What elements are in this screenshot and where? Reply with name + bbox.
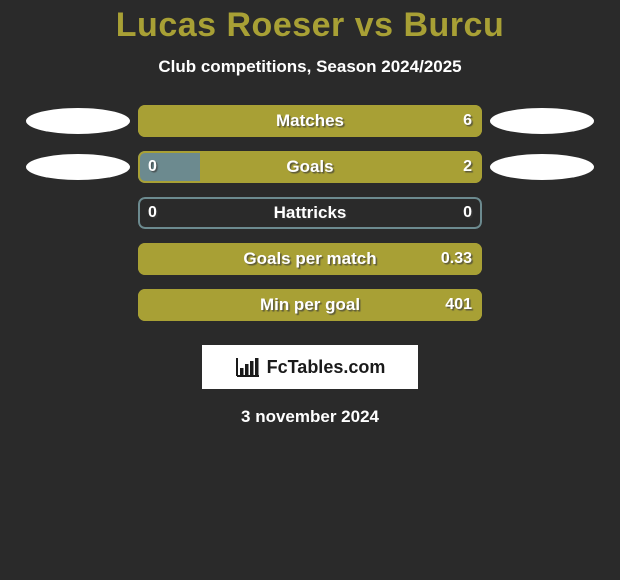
bar-right-fill: [200, 151, 482, 183]
stat-label: Hattricks: [274, 203, 347, 223]
stat-bar: Matches 6: [138, 105, 482, 137]
stat-row: Min per goal 401: [18, 289, 602, 321]
player-right-icon: [490, 108, 594, 134]
stat-right-value: 6: [463, 112, 472, 130]
logo-text: FcTables.com: [267, 357, 386, 378]
source-logo: FcTables.com: [202, 345, 418, 389]
player-left-icon: [26, 108, 130, 134]
stat-row: Matches 6: [18, 105, 602, 137]
stat-bar: Goals per match 0.33: [138, 243, 482, 275]
page-subtitle: Club competitions, Season 2024/2025: [158, 57, 461, 77]
stat-left-value: 0: [148, 204, 157, 222]
stat-row: Goals 0 2: [18, 151, 602, 183]
stat-bar: Goals 0 2: [138, 151, 482, 183]
left-ellipse-slot: [18, 108, 138, 134]
stat-right-value: 0.33: [441, 250, 472, 268]
right-ellipse-slot: [482, 108, 602, 134]
stat-bar: Min per goal 401: [138, 289, 482, 321]
bar-chart-icon: [235, 356, 261, 378]
stat-left-value: 0: [148, 158, 157, 176]
player-left-icon: [26, 154, 130, 180]
right-ellipse-slot: [482, 154, 602, 180]
stat-bar: Hattricks 0 0: [138, 197, 482, 229]
stat-row: Goals per match 0.33: [18, 243, 602, 275]
stat-label: Min per goal: [260, 295, 360, 315]
stat-label: Goals per match: [243, 249, 376, 269]
comparison-panel: Lucas Roeser vs Burcu Club competitions,…: [0, 0, 620, 427]
player-right-icon: [490, 154, 594, 180]
stat-row: Hattricks 0 0: [18, 197, 602, 229]
stat-right-value: 401: [445, 296, 472, 314]
page-title: Lucas Roeser vs Burcu: [116, 6, 504, 45]
stat-right-value: 2: [463, 158, 472, 176]
stat-rows: Matches 6 Goals 0 2 Hattricks 0 0 Goals per matc…: [18, 105, 602, 335]
stat-label: Matches: [276, 111, 344, 131]
left-ellipse-slot: [18, 154, 138, 180]
stat-right-value: 0: [463, 204, 472, 222]
generated-date: 3 november 2024: [241, 407, 379, 427]
stat-label: Goals: [286, 157, 333, 177]
